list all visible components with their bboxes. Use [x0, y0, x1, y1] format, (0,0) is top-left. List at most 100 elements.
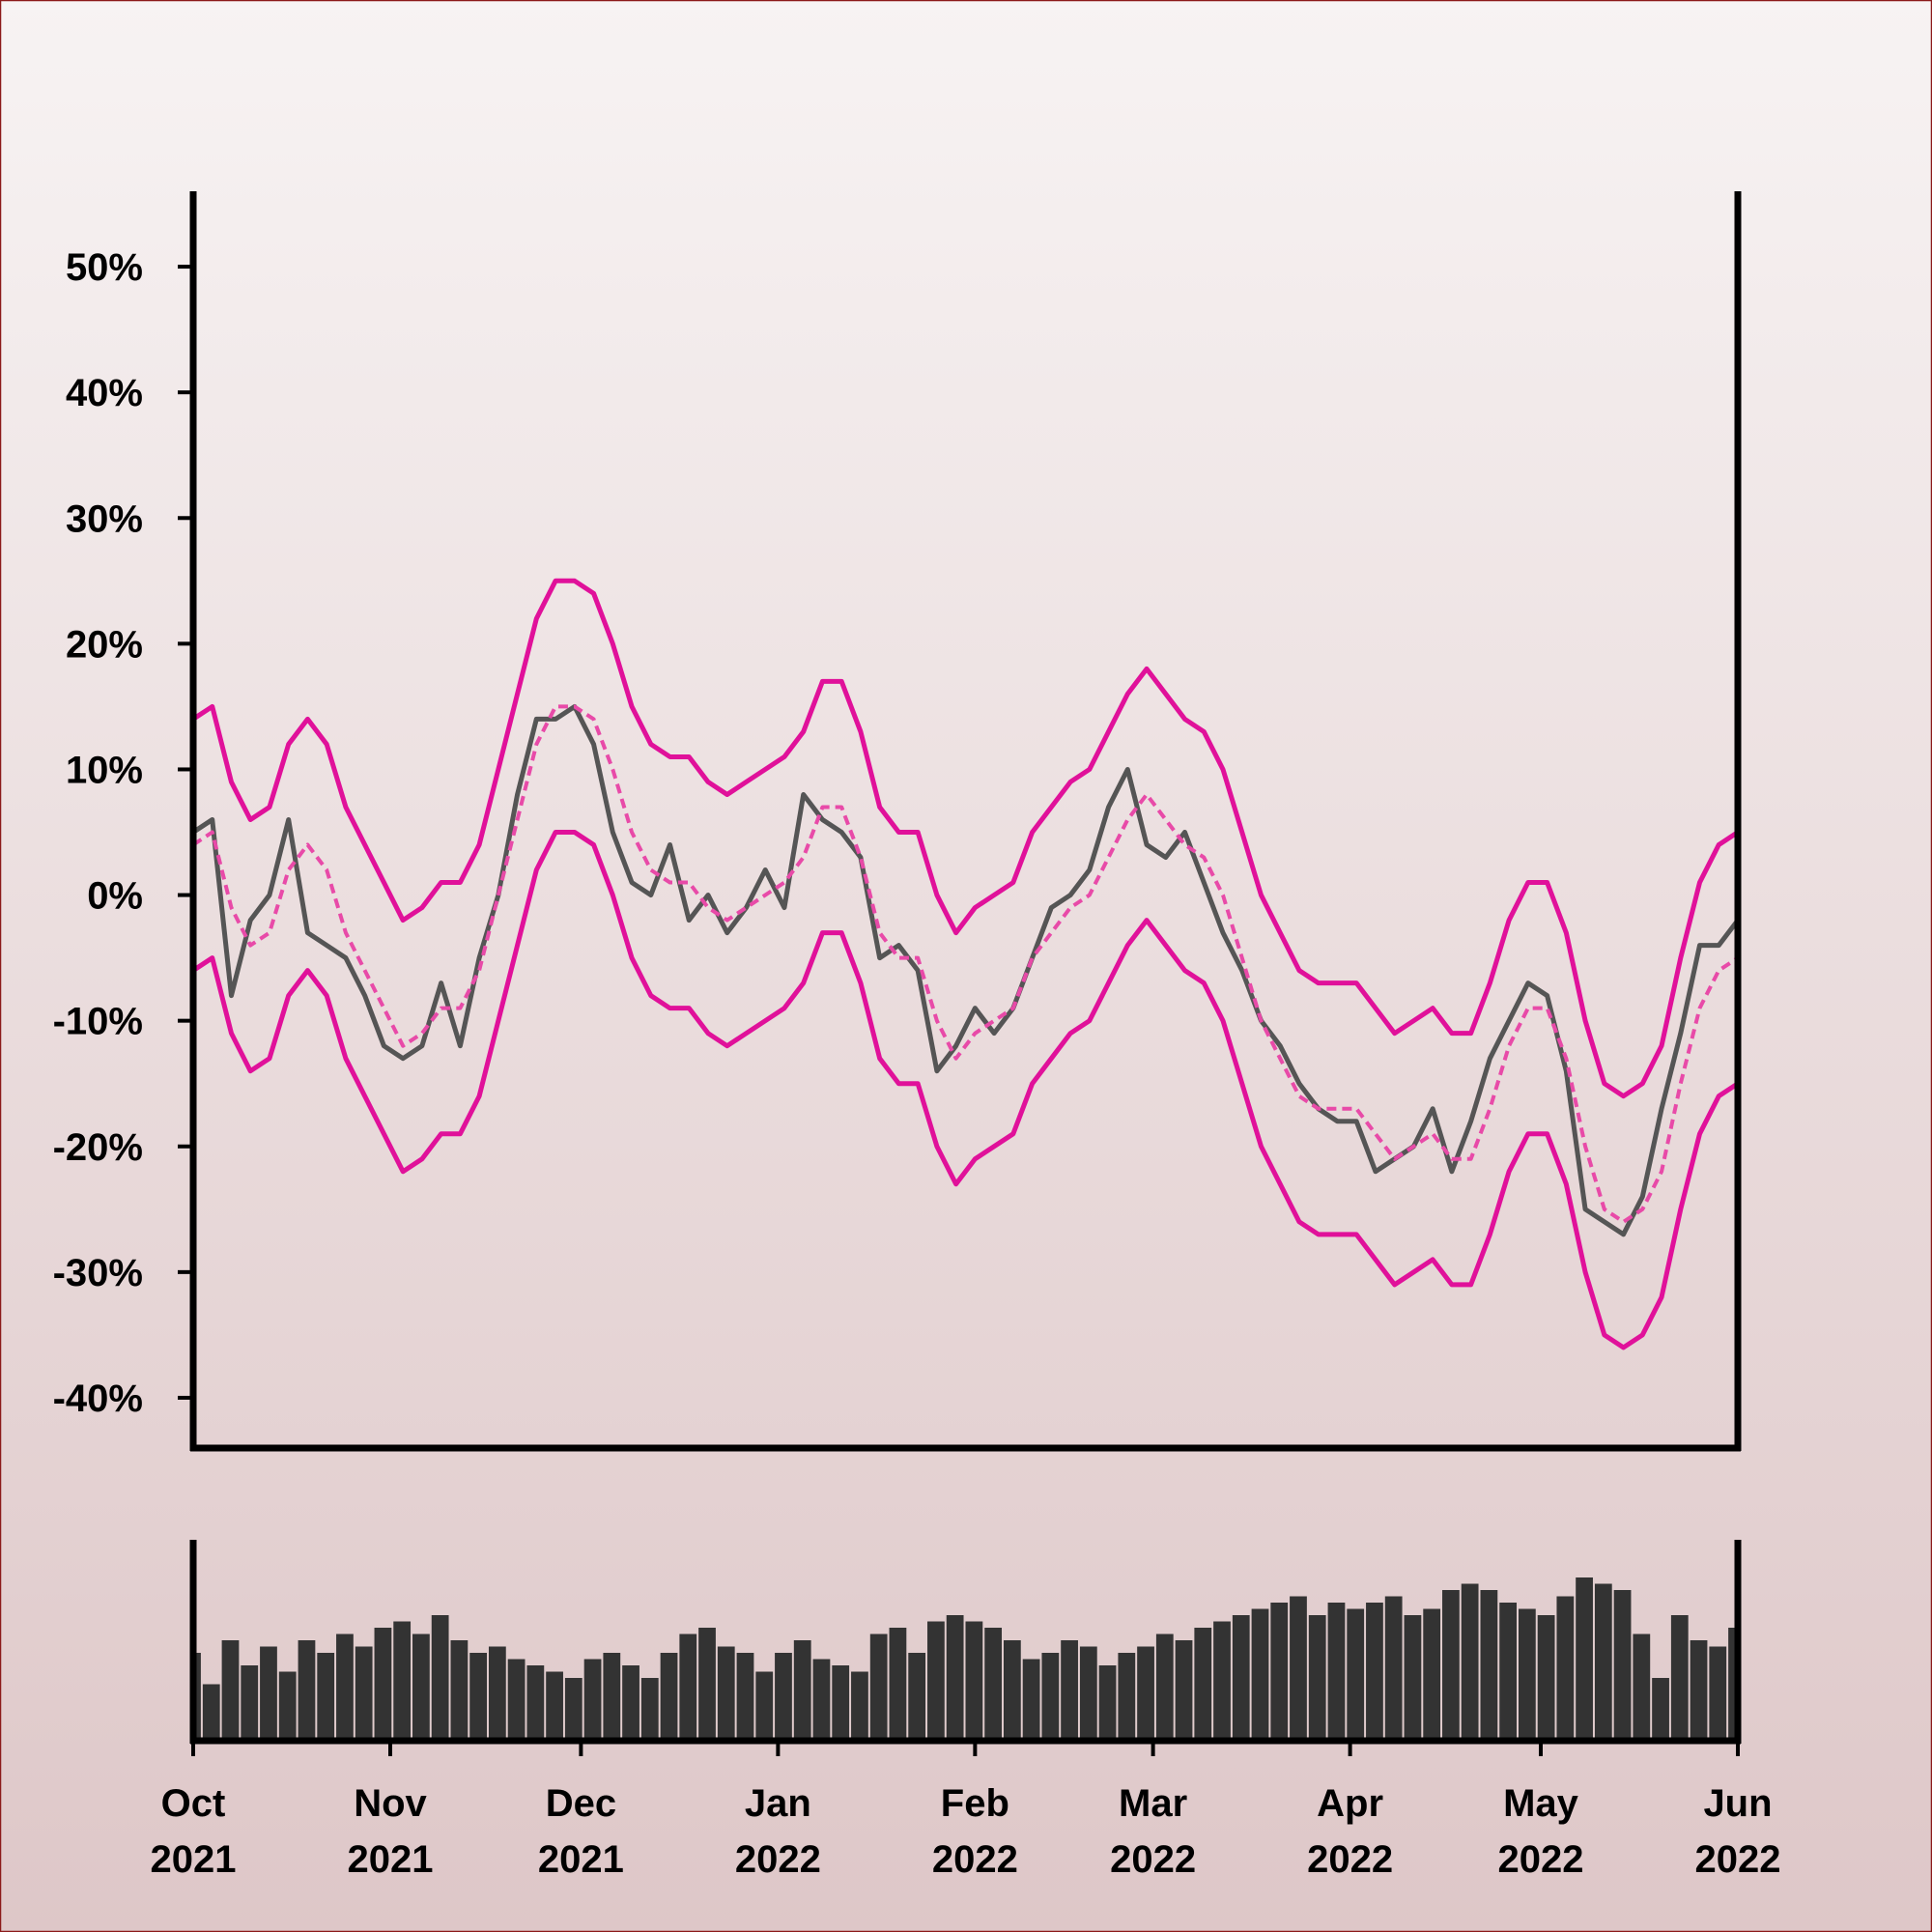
volume-bar [1728, 1628, 1738, 1741]
volume-bar [1499, 1603, 1518, 1741]
volume-bar [1576, 1577, 1593, 1741]
volume-bar [202, 1684, 220, 1741]
volume-bar [775, 1653, 792, 1741]
volume-bar [927, 1621, 945, 1741]
volume-bar [1137, 1646, 1154, 1741]
volume-bar [717, 1646, 735, 1741]
volume-bar [984, 1628, 1003, 1741]
x-tick-label: Oct 2021 [151, 1782, 237, 1881]
volume-bar [679, 1634, 697, 1741]
volume-bar [393, 1621, 412, 1741]
volume-bar [812, 1659, 831, 1741]
volume-bar [736, 1653, 754, 1741]
volume-plot [193, 1577, 1738, 1741]
series-line [193, 830, 1738, 1350]
volume-bar [1709, 1646, 1727, 1741]
volume-bar [1155, 1634, 1174, 1741]
volume-bar [1384, 1596, 1403, 1741]
volume-bar [1347, 1608, 1365, 1741]
x-tick-label: Jun 2022 [1695, 1782, 1781, 1881]
volume-bar [1423, 1608, 1441, 1741]
x-tick-label: May 2022 [1498, 1782, 1584, 1881]
volume-bar [1690, 1640, 1708, 1741]
volume-bar [469, 1653, 488, 1741]
y-tick-label: 30% [66, 497, 143, 540]
volume-bar [908, 1653, 926, 1741]
y-tick-label: 0% [87, 875, 143, 918]
volume-bar [193, 1653, 201, 1741]
volume-bar [832, 1665, 850, 1741]
volume-bar [412, 1634, 430, 1741]
volume-bar [1270, 1603, 1289, 1741]
volume-bar [1670, 1615, 1689, 1741]
volume-bar [526, 1665, 545, 1741]
volume-bar [1022, 1659, 1040, 1741]
volume-bar [851, 1671, 868, 1741]
volume-bar [1194, 1628, 1212, 1741]
volume-bar [622, 1665, 639, 1741]
volume-bar [431, 1615, 449, 1741]
volume-bar [1232, 1615, 1250, 1741]
y-tick-label: -40% [53, 1378, 143, 1420]
volume-bar [260, 1646, 277, 1741]
x-tick-label: Mar 2022 [1110, 1782, 1196, 1881]
volume-bar [1518, 1608, 1536, 1741]
volume-bar [583, 1659, 602, 1741]
volume-bar [1251, 1608, 1269, 1741]
y-tick-label: -20% [53, 1126, 143, 1169]
volume-bar [1175, 1640, 1193, 1741]
series-line [193, 703, 1738, 1237]
volume-bar [660, 1653, 678, 1741]
x-tick-label: Nov 2021 [347, 1782, 433, 1881]
volume-bar [793, 1640, 811, 1741]
volume-bar [221, 1640, 240, 1741]
volume-bar [1327, 1603, 1346, 1741]
volume-bar [1079, 1646, 1097, 1741]
series-line [193, 704, 1738, 1224]
axes: -40% -30% -20% -10% 0% 10% 20% 30% 40% 50% Oct 2021… [53, 191, 1781, 1881]
y-tick-label: 20% [66, 623, 143, 666]
volume-bar [965, 1621, 983, 1741]
x-tick-label: Apr 2022 [1307, 1782, 1393, 1881]
x-tick-label: Jan 2022 [735, 1782, 821, 1881]
volume-bar [1003, 1640, 1021, 1741]
volume-bar [1594, 1583, 1612, 1741]
volume-bar [1652, 1678, 1669, 1741]
volume-bar [946, 1615, 964, 1741]
price-plot [193, 578, 1738, 1350]
volume-bar [869, 1634, 888, 1741]
volume-bar [889, 1628, 907, 1741]
volume-bar [336, 1634, 354, 1741]
x-tick-label: Feb 2022 [932, 1782, 1018, 1881]
volume-bar [374, 1628, 392, 1741]
volume-bar [1404, 1615, 1422, 1741]
volume-bar [507, 1659, 526, 1741]
volume-bar [1061, 1640, 1078, 1741]
y-tick-label: 10% [66, 749, 143, 791]
volume-bar [1098, 1665, 1117, 1741]
volume-bar [546, 1671, 563, 1741]
volume-bar [241, 1665, 259, 1741]
volume-bar [603, 1653, 621, 1741]
volume-bar [755, 1671, 774, 1741]
volume-bar [1613, 1590, 1632, 1741]
volume-bar [298, 1640, 316, 1741]
volume-bar [1041, 1653, 1060, 1741]
volume-bar [1480, 1590, 1498, 1741]
volume-bar [1308, 1615, 1326, 1741]
y-tick-label: -30% [53, 1252, 143, 1294]
volume-bar [698, 1628, 716, 1741]
volume-bar [1118, 1653, 1136, 1741]
y-tick-label: -10% [53, 1001, 143, 1043]
volume-bar [278, 1671, 297, 1741]
volume-bar [1290, 1596, 1307, 1741]
volume-bar [1366, 1603, 1383, 1741]
volume-bar [1442, 1590, 1460, 1741]
y-tick-label: 50% [66, 246, 143, 289]
x-tick-label: Dec 2021 [538, 1782, 624, 1881]
volume-bar [640, 1678, 659, 1741]
volume-bar [450, 1640, 469, 1741]
volume-bar [1633, 1634, 1651, 1741]
volume-bar [1213, 1621, 1231, 1741]
